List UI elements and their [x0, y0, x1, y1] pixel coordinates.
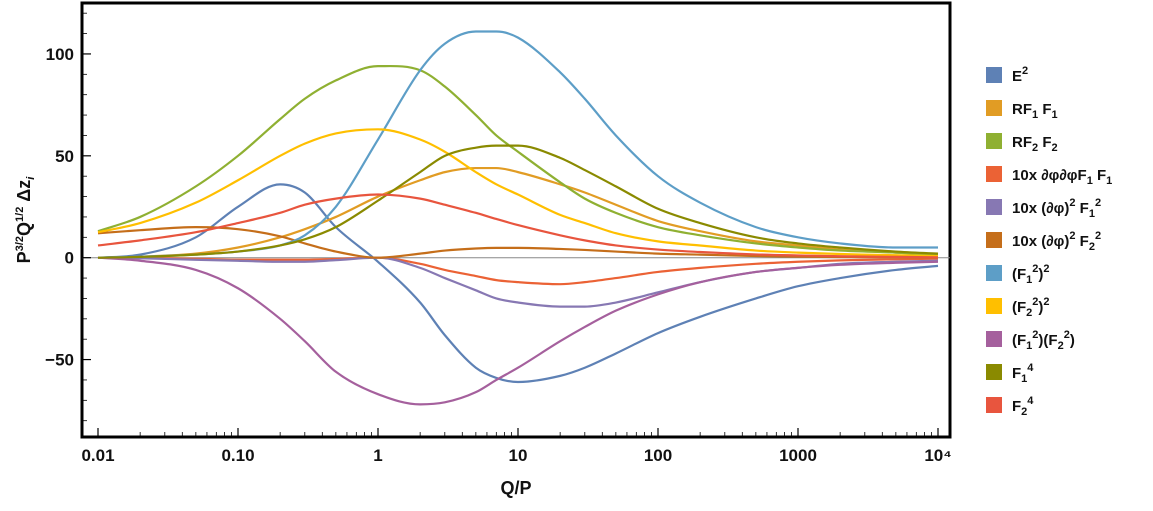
x-tick-label: 1 — [373, 446, 382, 465]
series-line-2 — [97, 166, 939, 259]
legend-label: 10x (∂φ)2 F22 — [1012, 230, 1101, 253]
legend-swatch — [986, 67, 1002, 83]
x-tick-label: 1000 — [779, 446, 817, 465]
legend-label: 10x (∂φ)2 F12 — [1012, 197, 1101, 220]
legend-swatch — [986, 199, 1002, 215]
x-tick-label: 10 — [509, 446, 528, 465]
series-line-9 — [97, 256, 939, 406]
legend-swatch — [986, 166, 1002, 182]
x-tick-label: 10⁴ — [924, 446, 951, 465]
y-tick-label: −50 — [45, 351, 74, 370]
legend-swatch — [986, 397, 1002, 413]
legend-label: (F12)2 — [1012, 263, 1050, 286]
series-line-3 — [97, 64, 939, 256]
series-line-4 — [97, 256, 939, 286]
legend: E2 RF1 F1 RF2 F2 10x ∂φ∂φF1 F1 10x (∂φ)2 F12… — [986, 65, 1112, 418]
legend-swatch — [986, 331, 1002, 347]
legend-swatch — [986, 364, 1002, 380]
y-tick-label: 0 — [65, 249, 74, 268]
legend-swatch — [986, 100, 1002, 116]
legend-swatch — [986, 298, 1002, 314]
plot-area — [82, 30, 950, 406]
y-axis: 100 50 0 −50 — [45, 12, 91, 422]
x-axis: 0.01 0.10 1 10 100 1000 10⁴ — [81, 428, 952, 465]
legend-label: E2 — [1012, 65, 1028, 85]
legend-label: RF2 F2 — [1012, 134, 1058, 154]
series-line-1 — [97, 183, 939, 384]
x-tick-label: 0.10 — [221, 446, 254, 465]
series-line-8 — [97, 128, 939, 258]
legend-label: F14 — [1012, 362, 1034, 385]
legend-swatch — [986, 265, 1002, 281]
series-line-6 — [97, 226, 939, 259]
legend-swatch — [986, 232, 1002, 248]
legend-swatch — [986, 133, 1002, 149]
legend-label: 10x ∂φ∂φF1 F1 — [1012, 167, 1112, 187]
legend-label: RF1 F1 — [1012, 101, 1058, 121]
x-axis-title: Q/P — [500, 478, 531, 498]
series-line-11 — [97, 193, 939, 259]
series-line-10 — [97, 144, 939, 259]
x-tick-label: 0.01 — [81, 446, 114, 465]
x-tick-label: 100 — [644, 446, 672, 465]
legend-label: (F22)2 — [1012, 296, 1050, 319]
y-axis-title: P3/2Q1/2 Δzi — [14, 176, 37, 264]
legend-label: (F12)(F22) — [1012, 329, 1075, 352]
y-tick-label: 100 — [46, 45, 74, 64]
plot-frame — [80, 1, 952, 439]
y-tick-label: 50 — [55, 147, 74, 166]
legend-label: F24 — [1012, 395, 1034, 418]
